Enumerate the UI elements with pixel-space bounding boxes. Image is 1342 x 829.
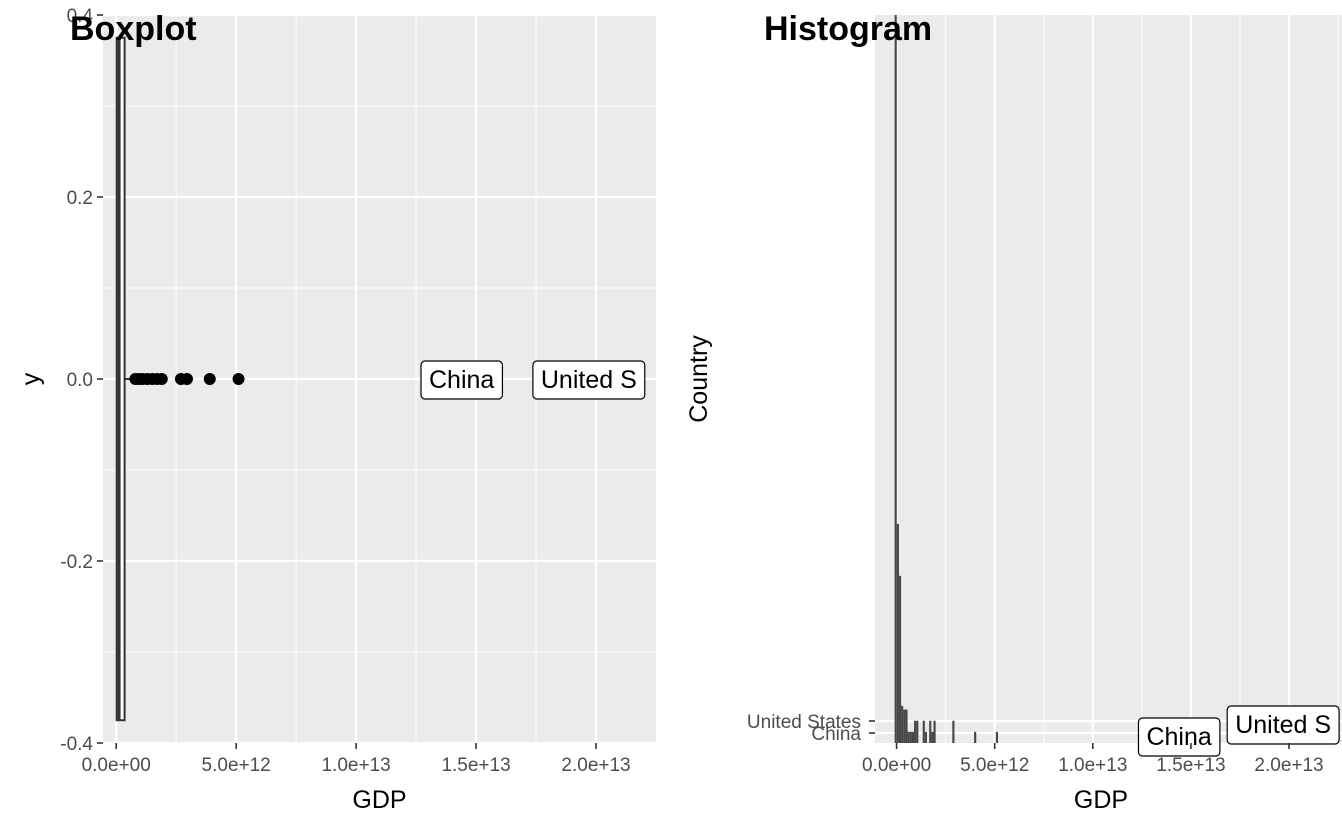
boxplot-annotation: China: [420, 360, 504, 400]
boxplot-x-axis-title: GDP: [352, 786, 406, 814]
boxplot-x-tick-label: 2.0e+13: [561, 755, 630, 776]
boxplot-outlier-point: [180, 373, 193, 385]
histogram-bar: [896, 523, 899, 743]
histogram-annotation-label: China: [1146, 723, 1211, 751]
histogram-bar: [916, 720, 919, 743]
histogram-x-tick-label: 2.0e+13: [1254, 755, 1323, 776]
histogram-annotation: China: [1137, 717, 1221, 757]
histogram-plot-background: [875, 15, 1342, 743]
histogram-y-axis-title: Country: [685, 335, 713, 423]
histogram-annotation-box: [1137, 717, 1221, 757]
histogram-bar: [914, 720, 917, 743]
boxplot-outliers: [129, 373, 245, 385]
boxplot-x-axis: 0.0e+00 5.0e+12 1.0e+13 1.5e+13 2.0e+13: [82, 743, 631, 776]
histogram-bar: [894, 15, 897, 743]
histogram-bar: [907, 731, 910, 743]
histogram-y-tick-label: China: [811, 724, 861, 745]
histogram-title: Histogram: [764, 10, 932, 48]
boxplot-y-tick-label: 0.2: [67, 188, 93, 209]
histogram-bar: [911, 731, 915, 743]
histogram-annotations: China United S: [1137, 705, 1340, 757]
histogram-bar: [995, 731, 999, 743]
boxplot-y-tick-label: -0.2: [60, 552, 93, 573]
boxplot-annotation-label: United S: [541, 366, 637, 394]
boxplot-x-tick-label: 0.0e+00: [82, 755, 151, 776]
boxplot-title: Boxplot: [70, 10, 197, 48]
histogram-bar: [922, 720, 925, 743]
boxplot-outlier-point: [155, 373, 168, 385]
histogram-bar: [929, 720, 932, 743]
histogram-bar: [933, 720, 936, 743]
boxplot-annotation-label: China: [429, 366, 494, 394]
boxplot-annotations: China United S: [420, 360, 646, 400]
histogram-x-tick-label: 1.5e+13: [1156, 755, 1225, 776]
histogram-x-axis-title: GDP: [1074, 786, 1128, 814]
histogram-x-tick-label: 1.0e+13: [1058, 755, 1127, 776]
histogram-annotation-label: United S: [1235, 711, 1331, 739]
boxplot-x-tick-label: 1.0e+13: [321, 755, 390, 776]
histogram-annotation: United S: [1226, 705, 1340, 745]
boxplot-annotation: United S: [532, 360, 646, 400]
histogram-bar: [952, 720, 955, 743]
boxplot-panel: China United S -0.4 -0.2 0.0 0.2 0.4 0.0e+00 5…: [17, 6, 656, 814]
boxplot-annotation-box: [532, 360, 646, 400]
boxplot-y-tick-label: 0.4: [67, 6, 94, 27]
boxplot-annotation-box: [420, 360, 504, 400]
histogram-y-tick-label: United States: [747, 712, 861, 733]
histogram-x-axis: 0.0e+00 5.0e+12 1.0e+13 1.5e+13 2.0e+13: [862, 743, 1324, 776]
histogram-bar: [905, 709, 908, 743]
histogram-minor-grid: [945, 15, 1339, 743]
boxplot-y-tick-label: 0.0: [67, 370, 93, 391]
histogram-bar: [903, 709, 906, 743]
histogram-x-tick-label: 5.0e+12: [960, 755, 1029, 776]
histogram-bar: [898, 575, 902, 743]
boxplot-y-axis: -0.4 -0.2 0.0 0.2 0.4: [60, 6, 103, 755]
boxplot-x-tick-label: 5.0e+12: [202, 755, 271, 776]
boxplot-x-tick-label: 1.5e+13: [441, 755, 510, 776]
histogram-bars: [894, 15, 999, 743]
boxplot-outlier-point: [232, 373, 245, 385]
histogram-bar: [909, 731, 912, 743]
boxplot-outlier-point: [203, 373, 216, 385]
histogram-bar: [931, 731, 934, 743]
histogram-bar: [924, 731, 927, 743]
histogram-annotation-box: [1226, 705, 1340, 745]
histogram-bar: [974, 731, 977, 743]
histogram-x-tick-label: 0.0e+00: [862, 755, 931, 776]
histogram-bar: [901, 705, 904, 743]
boxplot-box-rect: [115, 36, 126, 722]
boxplot-y-axis-title: y: [17, 372, 45, 385]
boxplot-y-tick-label: -0.4: [60, 734, 93, 755]
